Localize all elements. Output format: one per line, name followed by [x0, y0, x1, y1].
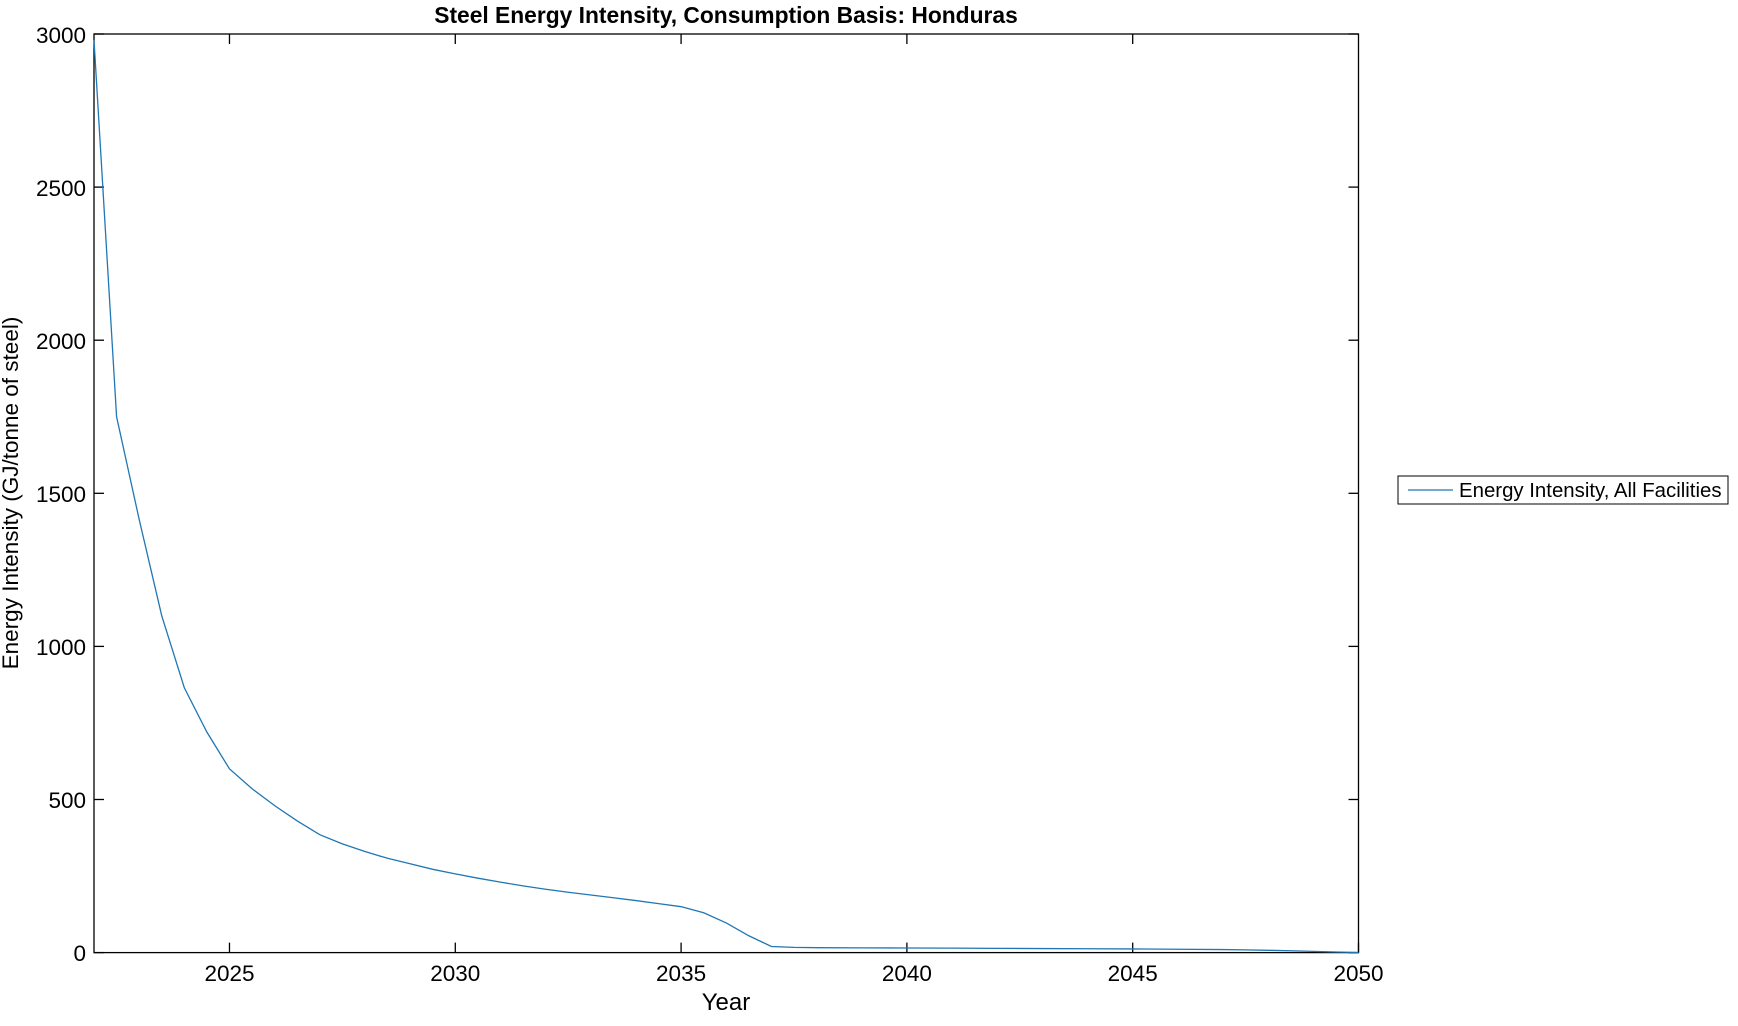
- svg-text:Steel Energy Intensity, Consum: Steel Energy Intensity, Consumption Basi…: [434, 2, 1018, 28]
- svg-text:3000: 3000: [36, 23, 86, 48]
- svg-text:Energy Intensity, All Faciliti: Energy Intensity, All Facilities: [1459, 480, 1722, 502]
- svg-text:2030: 2030: [430, 961, 480, 986]
- svg-text:Energy Intensity (GJ/tonne of: Energy Intensity (GJ/tonne of steel): [0, 317, 23, 670]
- svg-text:Year: Year: [702, 989, 751, 1016]
- svg-text:2500: 2500: [36, 176, 86, 201]
- svg-text:1000: 1000: [36, 635, 86, 660]
- svg-text:2040: 2040: [882, 961, 932, 986]
- svg-text:2000: 2000: [36, 329, 86, 354]
- svg-text:1500: 1500: [36, 482, 86, 507]
- svg-text:2050: 2050: [1333, 961, 1383, 986]
- svg-text:2045: 2045: [1108, 961, 1158, 986]
- svg-text:2025: 2025: [204, 961, 254, 986]
- svg-text:500: 500: [48, 788, 86, 813]
- svg-text:0: 0: [73, 941, 86, 966]
- svg-text:2035: 2035: [656, 961, 706, 986]
